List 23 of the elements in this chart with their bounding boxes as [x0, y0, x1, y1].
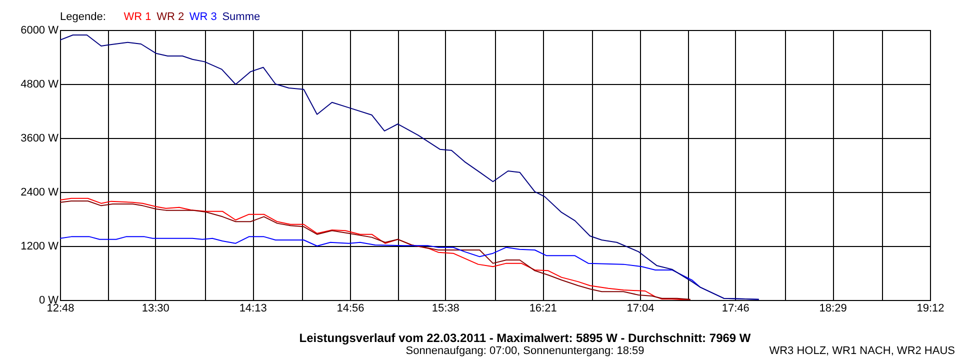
y-tick-label: 6000 W: [20, 24, 60, 36]
text: WR 3: [189, 11, 217, 23]
x-tick-label: 14:13: [239, 302, 267, 314]
y-tick-label: 4800 W: [20, 78, 60, 90]
text: WR 2: [156, 11, 184, 23]
text: WR3 HOLZ, WR1 NACH, WR2 HAUS: [769, 345, 955, 357]
text: Sonnenaufgang: 07:00, Sonnenuntergang: 18:59: [406, 345, 644, 357]
x-tick-label: 18:29: [819, 302, 847, 314]
y-tick-label: 3600 W: [20, 132, 60, 144]
x-tick-label: 19:12: [916, 302, 944, 314]
x-tick-label: 15:38: [432, 302, 460, 314]
text: WR 1: [124, 11, 152, 23]
y-tick-label: 1200 W: [20, 240, 60, 252]
line-series: [60, 34, 760, 300]
x-tick-label: 17:04: [626, 302, 654, 314]
text: Leistungsverlauf vom 22.03.2011 - Maximalwert: 5895 W - Durchschnitt: 7969 W: [299, 331, 752, 345]
legend-title: Legende:: [60, 11, 106, 23]
x-tick-label: 16:21: [529, 302, 557, 314]
y-tick-label: 2400 W: [20, 186, 60, 198]
x-tick-label: 13:30: [142, 302, 170, 314]
x-tick-label: 14:56: [336, 302, 364, 314]
text: Summe: [222, 11, 260, 23]
x-tick-label: 17:46: [722, 302, 750, 314]
